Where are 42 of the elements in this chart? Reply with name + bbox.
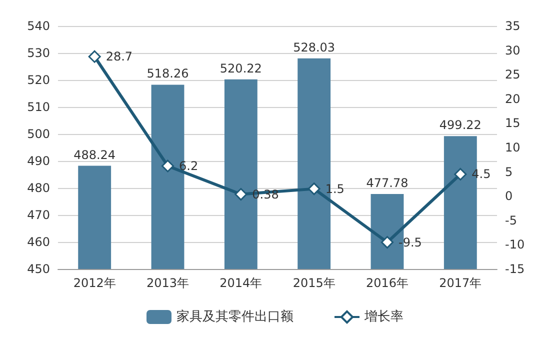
y-tick-label: 460	[27, 235, 50, 249]
data-label: 518.26	[146, 66, 189, 81]
point	[381, 236, 394, 249]
y-tick-label: 490	[27, 154, 50, 168]
point	[162, 160, 174, 172]
point	[88, 50, 101, 63]
y2-tick-label: 15	[505, 116, 520, 130]
y-tick-label: 540	[27, 19, 50, 33]
y2-tick-label: -5	[505, 213, 517, 228]
y2-tick-label: 25	[505, 68, 520, 82]
y2-tick-label: -15	[505, 262, 525, 276]
y2-tick-label: 35	[505, 19, 520, 33]
data-label: 488.24	[74, 148, 116, 162]
point	[234, 188, 248, 201]
y-tick-label: 530	[27, 46, 50, 60]
x-tick-label: 2015年	[292, 276, 336, 290]
x-tick-label: 2012年	[73, 276, 116, 290]
data-label: 28.7	[106, 50, 133, 64]
x-tick-label: 2013年	[146, 276, 190, 290]
y2-tick-label: 10	[505, 140, 520, 154]
y-tick-label: 450	[27, 262, 50, 276]
y2-tick-label: 0	[505, 189, 513, 204]
y2-tick-label: 5	[505, 164, 513, 179]
y2-tick-label: 30	[505, 43, 520, 58]
data-label: 520.22	[220, 61, 262, 76]
legend-label: 家具及其零件出口额	[176, 308, 294, 324]
point	[454, 168, 467, 180]
data-label: 499.22	[439, 118, 482, 132]
data-label: 477.78	[366, 176, 408, 190]
data-label: 528.03	[293, 40, 336, 54]
x-tick-label: 2014年	[220, 276, 262, 290]
y-tick-label: 480	[27, 181, 50, 195]
y-tick-label: 470	[27, 208, 50, 222]
point	[308, 182, 320, 196]
y2-tick-label: -10	[505, 238, 525, 252]
x-tick-label: 2017年	[439, 276, 482, 290]
y-tick-label: 510	[27, 100, 50, 114]
y-tick-label: 520	[27, 73, 50, 87]
legend-label: 增长率	[364, 308, 404, 324]
y2-tick-label: 20	[505, 92, 520, 106]
y-tick-label: 500	[27, 127, 50, 141]
x-tick-label: 2016年	[366, 276, 409, 290]
